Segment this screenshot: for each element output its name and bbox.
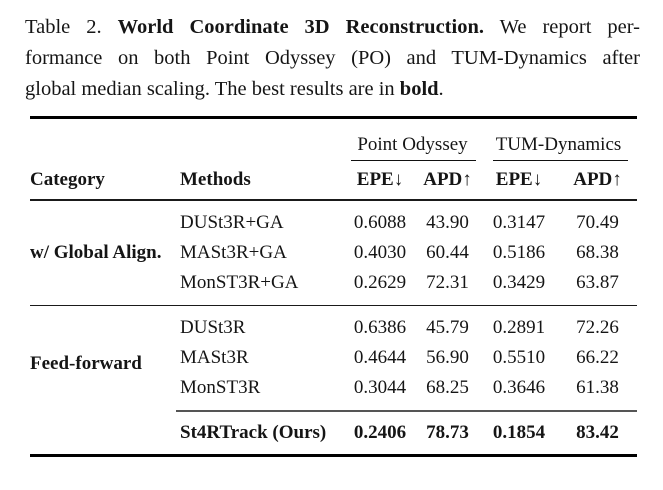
value-cell: 0.1854 [492,421,546,443]
column-header-category: Category [30,169,105,190]
value-cell: 0.2406 [353,421,407,443]
group-header-tum-dynamics-label: TUM-Dynamics [495,134,622,155]
header-midrule [30,199,637,201]
results-table: Point Odyssey TUM-Dynamics Category Meth… [30,116,637,457]
value-cell: 66.22 [576,347,619,368]
method-cell: DUSt3R+GA [180,211,284,233]
caption-line1-rest: We report per- [499,16,640,38]
caption-line3-start: global median scaling. The best results … [25,78,395,100]
ours-cmidrule [176,410,637,412]
column-header-methods: Methods [180,169,251,190]
caption-table-label: Table 2. [25,16,102,38]
group-header-tum-dynamics: TUM-Dynamics [480,119,637,161]
cmidrule-point-odyssey [351,160,476,161]
method-cell: St4RTrack (Ours) [180,421,327,443]
caption-bold-word: bold [399,78,439,100]
group-midrule [30,304,637,306]
value-cell: 0.4644 [353,347,407,368]
caption-line-2: formance on both Point Odyssey (PO) and … [25,43,640,74]
column-header-apd-tum: APD↑ [573,169,622,190]
table-row: St4RTrack (Ours) 0.2406 78.73 0.1854 83.… [30,420,637,446]
group-header-row: Point Odyssey TUM-Dynamics [30,119,637,161]
value-cell: 0.6386 [353,317,407,338]
value-cell: 0.5186 [492,241,546,263]
method-cell: DUSt3R [180,317,246,338]
column-header-epe-tum: EPE↓ [495,169,543,190]
value-cell: 70.49 [576,211,619,233]
value-cell: 0.4030 [353,241,407,263]
value-cell: 0.2629 [353,271,407,293]
group-global-align: w/ Global Align. DUSt3R+GA 0.6088 43.90 … [30,201,637,305]
value-cell: 72.26 [576,317,619,338]
bottomrule [30,453,637,457]
value-cell: 0.6088 [353,211,407,233]
value-cell: 68.38 [576,241,619,263]
category-label: Feed-forward [30,353,142,374]
value-cell: 0.3429 [492,271,546,293]
group-header-point-odyssey-label: Point Odyssey [357,134,468,155]
value-cell: 0.3147 [492,211,546,233]
table-caption: Table 2. World Coordinate 3D Reconstruct… [25,12,640,105]
column-header-row: Category Methods EPE↓ APD↑ EPE↓ APD↑ [30,161,637,199]
caption-title: World Coordinate 3D Reconstruction. [117,16,484,38]
caption-line-3: global median scaling. The best results … [25,74,640,105]
value-cell: 43.90 [426,211,469,233]
column-header-apd-po: APD↑ [423,169,472,190]
column-header-epe-po: EPE↓ [356,169,404,190]
value-cell: 45.79 [426,317,469,338]
value-cell: 83.42 [576,421,619,443]
value-cell: 72.31 [426,271,469,293]
group-header-point-odyssey: Point Odyssey [345,119,480,161]
value-cell: 0.2891 [492,317,546,338]
method-cell: MASt3R [180,347,249,368]
ours-row-block: St4RTrack (Ours) 0.2406 78.73 0.1854 83.… [30,412,637,454]
value-cell: 60.44 [426,241,469,263]
value-cell: 61.38 [576,377,619,398]
caption-line2-text: formance on both Point Odyssey (PO) and … [25,47,640,69]
caption-line-1: Table 2. World Coordinate 3D Reconstruct… [25,12,640,43]
category-label: w/ Global Align. [30,241,162,263]
value-cell: 68.25 [426,377,469,398]
cmidrule-tum-dynamics [493,160,628,161]
method-cell: MonST3R+GA [180,271,299,293]
group-feed-forward: Feed-forward DUSt3R 0.6386 45.79 0.2891 … [30,306,637,410]
value-cell: 78.73 [426,421,469,443]
value-cell: 0.3646 [492,377,546,398]
value-cell: 56.90 [426,347,469,368]
toprule [30,116,637,119]
caption-line3-end: . [438,78,444,100]
method-cell: MASt3R+GA [180,241,287,263]
value-cell: 0.5510 [492,347,546,368]
method-cell: MonST3R [180,377,261,398]
value-cell: 0.3044 [353,377,407,398]
value-cell: 63.87 [576,271,619,293]
